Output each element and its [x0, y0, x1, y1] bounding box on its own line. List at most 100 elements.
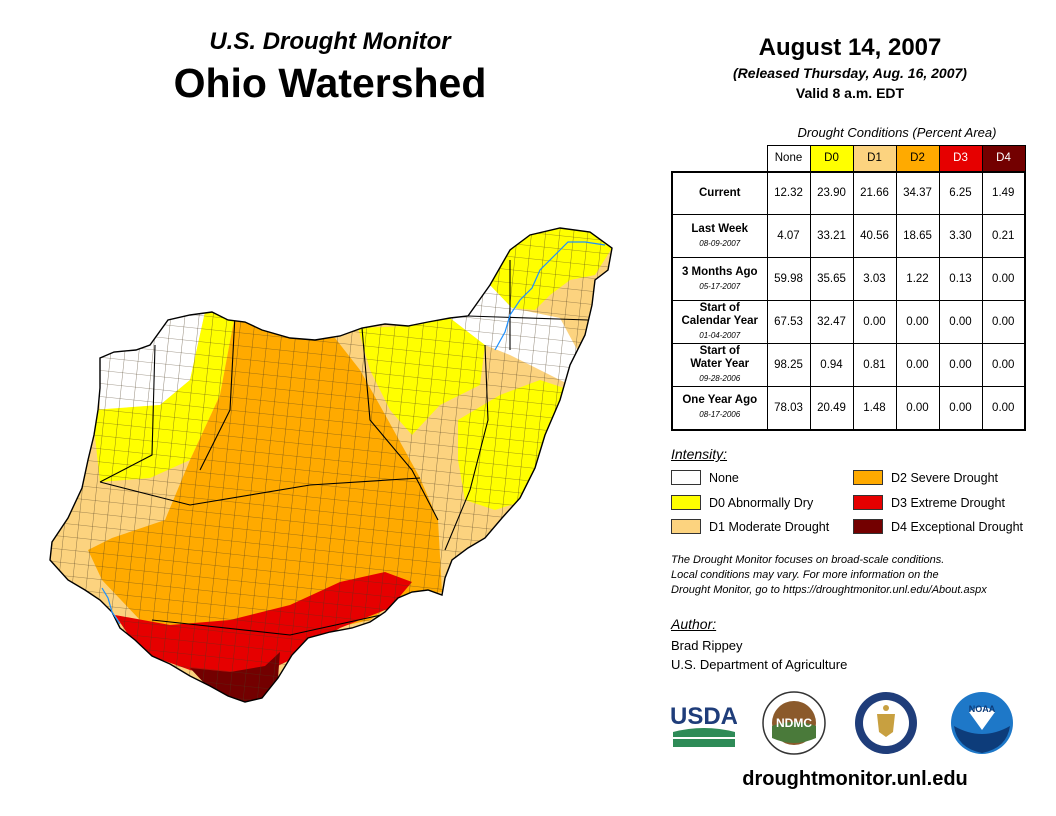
river-allegheny [494, 241, 606, 351]
row-date: 08-09-2007 [699, 238, 741, 248]
table-header-row: None D0 D1 D2 D3 D4 [672, 145, 1026, 172]
table-row: 3 Months Ago 05-17-2007 59.98 35.65 3.03 … [671, 257, 1026, 301]
cell-value: 0.00 [938, 343, 983, 387]
cell-value: 0.00 [895, 343, 940, 387]
usda-logo-text: USDA [671, 703, 737, 730]
ndmc-logo: NDMC [762, 691, 826, 755]
table-title: Drought Conditions (Percent Area) [797, 125, 997, 140]
legend-item-d1: D1 Moderate Drought [671, 519, 829, 534]
cell-value: 0.21 [981, 214, 1026, 258]
cell-value: 59.98 [766, 257, 811, 301]
cell-value: 20.49 [809, 386, 854, 431]
cell-value: 0.81 [852, 343, 897, 387]
cell-value: 1.48 [852, 386, 897, 431]
cell-value: 4.07 [766, 214, 811, 258]
row-date: 01-04-2007 [699, 331, 741, 340]
table-row: Start of Water Year 09-28-2006 98.25 0.94 … [671, 343, 1026, 387]
swatch-d0 [671, 495, 701, 510]
cell-value: 0.00 [852, 300, 897, 344]
cell-value: 0.00 [895, 386, 940, 431]
cell-value: 0.94 [809, 343, 854, 387]
cell-value: 1.49 [981, 170, 1026, 215]
date-block: August 14, 2007 (Released Thursday, Aug.… [670, 34, 1030, 101]
intensity-title: Intensity: [671, 446, 728, 462]
cell-value: 78.03 [766, 386, 811, 431]
col-d0: D0 [809, 145, 854, 172]
cell-value: 34.37 [895, 170, 940, 215]
cell-value: 0.13 [938, 257, 983, 301]
drought-map [49, 227, 613, 703]
author-title: Author: [671, 616, 717, 632]
row-label: Last Week 08-09-2007 [671, 214, 768, 258]
legend: None D0 Abnormally Dry D1 Moderate Droug… [671, 470, 1041, 540]
cell-value: 18.65 [895, 214, 940, 258]
disclaimer-note: The Drought Monitor focuses on broad-sca… [671, 554, 987, 596]
table-row: Current 12.32 23.90 21.66 34.37 6.25 1.4… [671, 170, 1026, 215]
river-mississippi [101, 587, 121, 625]
cell-value: 67.53 [766, 300, 811, 344]
legend-item-d3: D3 Extreme Drought [853, 495, 1005, 510]
cell-value: 0.00 [938, 386, 983, 431]
swatch-d3 [853, 495, 883, 510]
table-row: One Year Ago 08-17-2006 78.03 20.49 1.48 … [671, 386, 1026, 431]
county-lines [50, 228, 612, 702]
row-date: 05-17-2007 [699, 281, 741, 291]
col-d4: D4 [981, 145, 1026, 172]
row-label: Start of Calendar Year 01-04-2007 [671, 300, 768, 344]
cell-value: 21.66 [852, 170, 897, 215]
swatch-none [671, 470, 701, 485]
cell-value: 0.00 [981, 300, 1026, 344]
cell-value: 23.90 [809, 170, 854, 215]
cell-value: 35.65 [809, 257, 854, 301]
cell-value: 1.22 [895, 257, 940, 301]
cell-value: 0.00 [895, 300, 940, 344]
legend-item-d2: D2 Severe Drought [853, 470, 998, 485]
valid-time: Valid 8 a.m. EDT [795, 85, 905, 101]
cell-value: 0.00 [981, 386, 1026, 431]
commerce-seal-logo [855, 692, 917, 754]
row-date: 09-28-2006 [699, 374, 741, 383]
usda-logo: USDA [671, 703, 737, 747]
cell-value: 6.25 [938, 170, 983, 215]
website-link[interactable]: droughtmonitor.unl.edu [742, 768, 968, 790]
drought-conditions-table: None D0 D1 D2 D3 D4 Current 12.32 23.90 … [671, 145, 1026, 431]
col-d1: D1 [852, 145, 897, 172]
legend-item-d4: D4 Exceptional Drought [853, 519, 1023, 534]
legend-item-none: None [671, 470, 739, 485]
row-label: One Year Ago 08-17-2006 [671, 386, 768, 431]
cell-value: 0.00 [981, 257, 1026, 301]
map-title: Ohio Watershed [173, 60, 487, 106]
map-date: August 14, 2007 [758, 34, 942, 61]
release-date: (Released Thursday, Aug. 16, 2007) [733, 65, 967, 81]
cell-value: 0.00 [938, 300, 983, 344]
table-row: Start of Calendar Year 01-04-2007 67.53 32… [671, 300, 1026, 344]
table-row: Last Week 08-09-2007 4.07 33.21 40.56 18.… [671, 214, 1026, 258]
cell-value: 0.00 [981, 343, 1026, 387]
row-label: 3 Months Ago 05-17-2007 [671, 257, 768, 301]
cell-value: 3.30 [938, 214, 983, 258]
author-name: Brad Rippey [671, 638, 743, 653]
legend-item-d0: D0 Abnormally Dry [671, 495, 813, 510]
swatch-d2 [853, 470, 883, 485]
table-header-blank [672, 146, 767, 172]
state-boundaries [99, 260, 589, 636]
swatch-d4 [853, 519, 883, 534]
noaa-logo-text: NOAA [969, 704, 996, 714]
cell-value: 40.56 [852, 214, 897, 258]
cell-value: 32.47 [809, 300, 854, 344]
col-none: None [766, 145, 811, 172]
row-date: 08-17-2006 [699, 410, 741, 420]
noaa-logo: NOAA [951, 692, 1013, 754]
author-org: U.S. Department of Agriculture [671, 657, 848, 672]
map-subtitle: U.S. Drought Monitor [209, 28, 451, 55]
row-label: Current [671, 170, 768, 215]
title-block: U.S. Drought Monitor Ohio Watershed [120, 28, 540, 107]
logos: USDA NDMC NOAA [671, 690, 1021, 758]
basin-outline [49, 227, 613, 703]
cell-value: 98.25 [766, 343, 811, 387]
swatch-d1 [671, 519, 701, 534]
col-d3: D3 [938, 145, 983, 172]
cell-value: 3.03 [852, 257, 897, 301]
col-d2: D2 [895, 145, 940, 172]
row-label: Start of Water Year 09-28-2006 [671, 343, 768, 387]
